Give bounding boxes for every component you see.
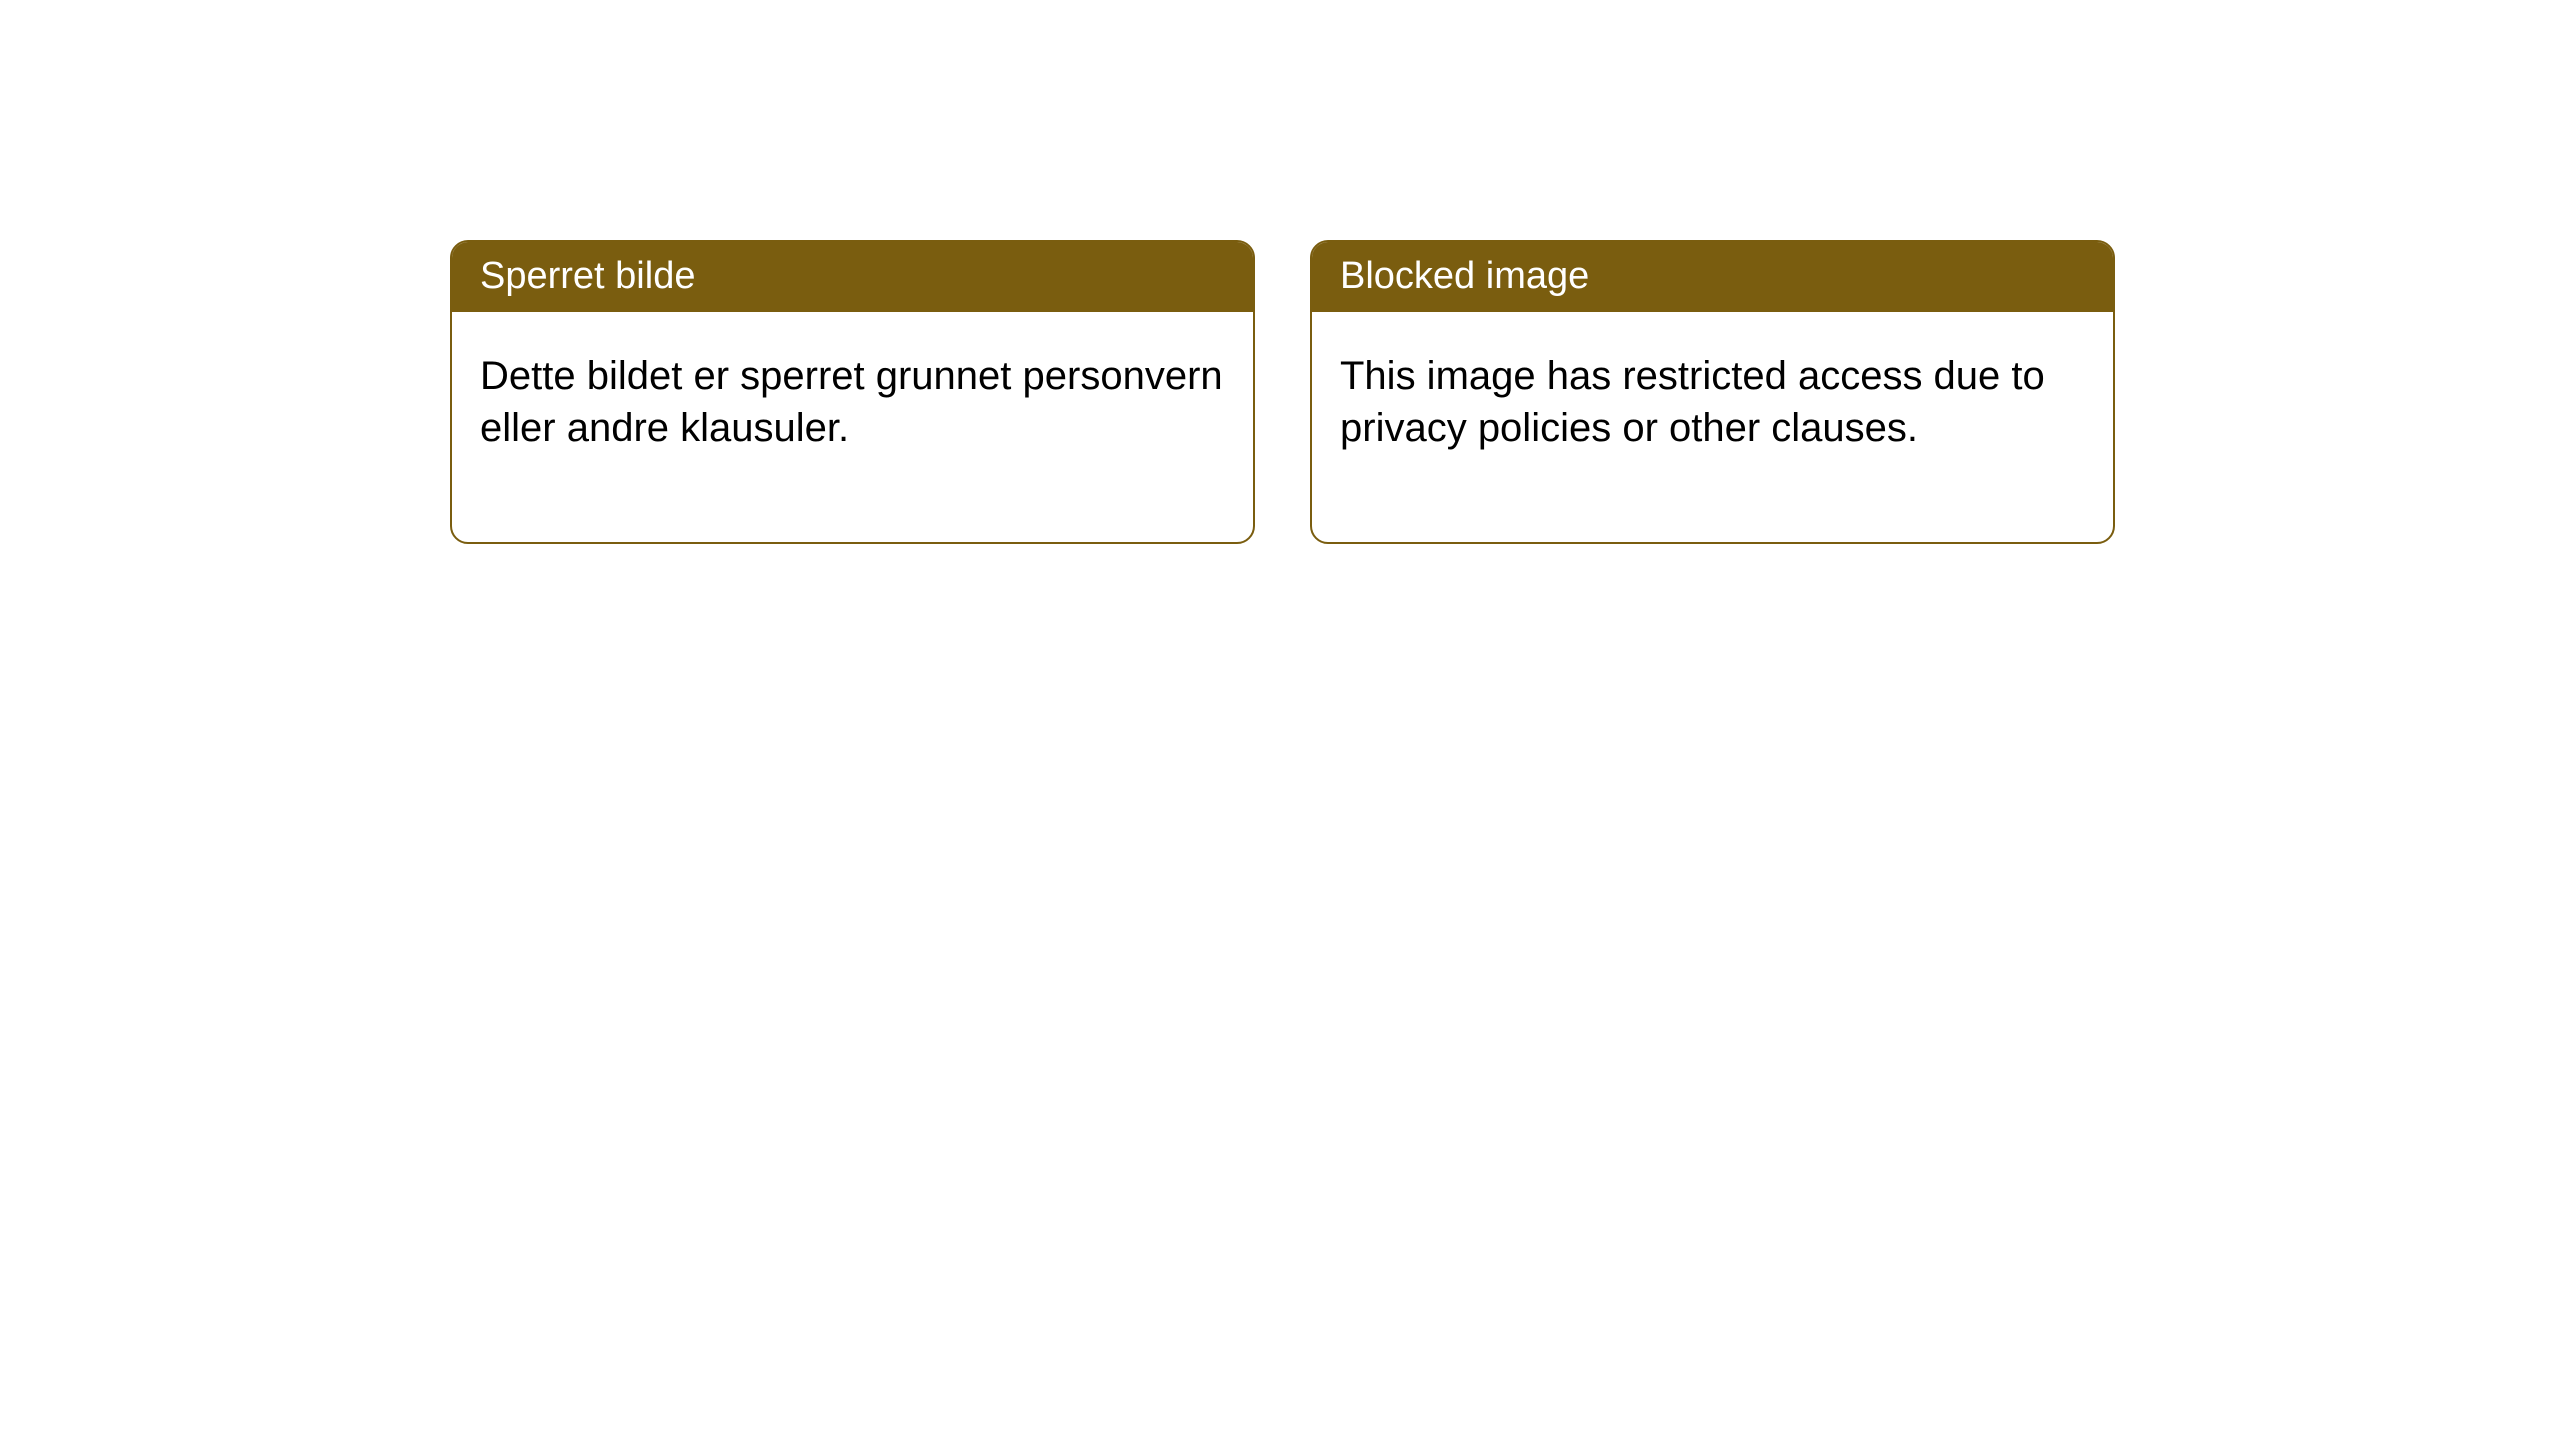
notice-card-english: Blocked image This image has restricted … [1310, 240, 2115, 544]
notice-container: Sperret bilde Dette bildet er sperret gr… [450, 240, 2560, 544]
notice-title: Blocked image [1312, 242, 2113, 312]
notice-title: Sperret bilde [452, 242, 1253, 312]
notice-body: This image has restricted access due to … [1312, 312, 2113, 542]
notice-card-norwegian: Sperret bilde Dette bildet er sperret gr… [450, 240, 1255, 544]
notice-body: Dette bildet er sperret grunnet personve… [452, 312, 1253, 542]
